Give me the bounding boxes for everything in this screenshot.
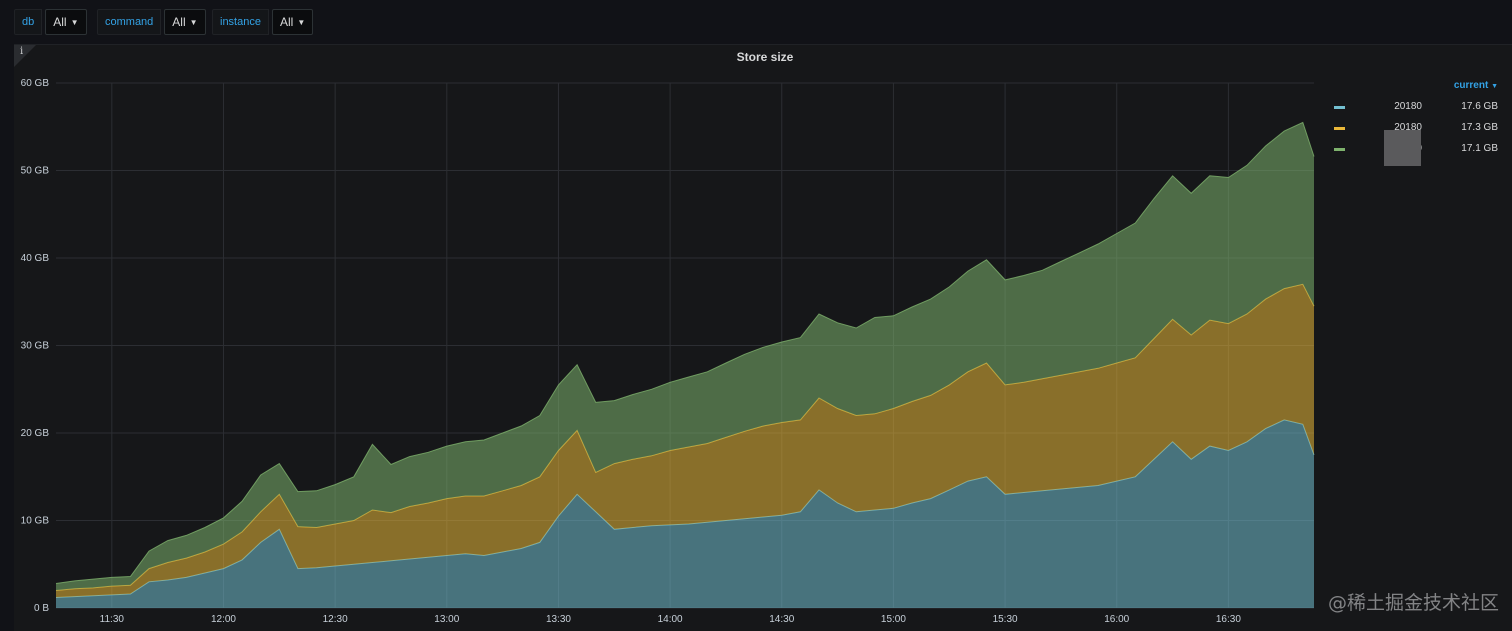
filter-db-select[interactable]: All ▼: [45, 9, 87, 35]
series-area-1: [56, 419, 1314, 608]
legend-swatch: [1334, 106, 1345, 109]
x-tick-label: 15:30: [993, 614, 1018, 625]
chevron-down-icon: ▼: [70, 17, 79, 27]
info-icon[interactable]: i: [20, 46, 24, 57]
watermark: @稀土掘金技术社区: [1328, 592, 1500, 614]
panel-info-corner[interactable]: [14, 45, 36, 67]
legend-swatch: [1334, 148, 1345, 151]
series-area-3: [56, 122, 1314, 591]
y-tick-label: 10 GB: [21, 516, 50, 527]
y-tick-label: 30 GB: [21, 341, 50, 352]
filter-command-label: command: [97, 9, 162, 35]
legend-series-value: 17.6 GB: [1461, 101, 1498, 112]
x-tick-label: 13:00: [434, 614, 459, 625]
series-area-2: [56, 284, 1314, 598]
filter-db-value: All: [53, 15, 67, 29]
redacted-block: [1384, 130, 1421, 166]
x-tick-label: 12:00: [211, 614, 236, 625]
series-line-3: [55, 121, 1315, 584]
legend-header: current: [1453, 80, 1489, 91]
chevron-down-icon: ▼: [189, 17, 198, 27]
x-tick-label: 12:30: [323, 614, 348, 625]
filter-instance: instance All ▼: [212, 9, 314, 35]
legend-series-name: 20180: [1394, 122, 1422, 133]
legend-item[interactable]: 20180 17.6 GB: [1324, 98, 1504, 119]
chevron-down-icon: ▼: [1491, 83, 1498, 90]
legend-item[interactable]: 20180 17.3 GB: [1324, 119, 1504, 140]
filter-instance-value: All: [279, 15, 294, 29]
y-tick-label: 60 GB: [21, 78, 50, 89]
filter-instance-label: instance: [212, 9, 269, 35]
chevron-down-icon: ▼: [297, 17, 306, 27]
legend-series-name: 20180: [1394, 101, 1422, 112]
filter-command-value: All: [172, 15, 186, 29]
filter-command-select[interactable]: All ▼: [164, 9, 206, 35]
x-tick-label: 16:00: [1104, 614, 1129, 625]
variables-bar: db All ▼ command All ▼ instance All ▼: [0, 0, 1512, 44]
x-tick-label: 15:00: [881, 614, 906, 625]
x-tick-label: 13:30: [546, 614, 571, 625]
filter-instance-select[interactable]: All ▼: [271, 9, 314, 35]
legend-swatch: [1334, 127, 1345, 130]
filter-db: db All ▼: [14, 9, 87, 35]
legend-series-value: 17.1 GB: [1461, 143, 1498, 154]
filter-command: command All ▼: [97, 9, 206, 35]
y-tick-label: 20 GB: [21, 428, 50, 439]
x-tick-label: 14:30: [769, 614, 794, 625]
legend-sort-current[interactable]: current ▼: [1324, 80, 1504, 98]
x-tick-label: 11:30: [100, 614, 125, 625]
x-tick-label: 16:30: [1216, 614, 1241, 625]
y-tick-label: 0 B: [34, 603, 49, 614]
x-tick-label: 14:00: [658, 614, 683, 625]
legend-series-value: 17.3 GB: [1461, 122, 1498, 133]
y-tick-label: 40 GB: [21, 253, 50, 264]
y-tick-label: 50 GB: [21, 166, 50, 177]
panel-title[interactable]: Store size: [736, 50, 794, 64]
filter-db-label: db: [14, 9, 43, 35]
